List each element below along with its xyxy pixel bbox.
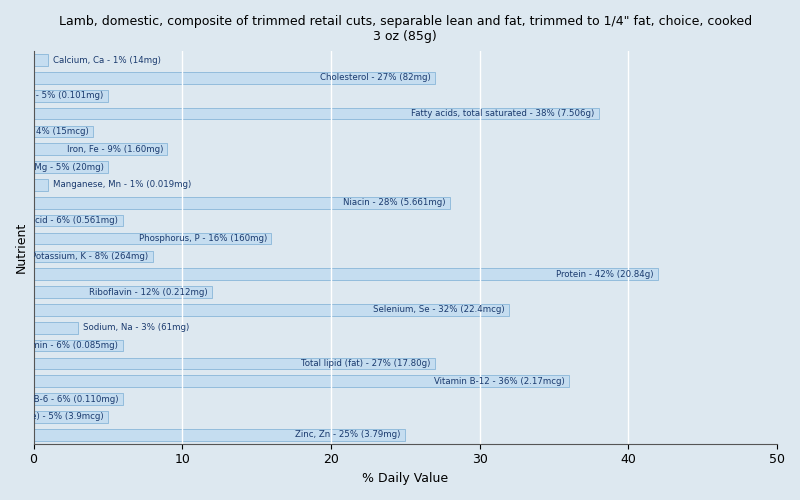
Text: Selenium, Se - 32% (22.4mcg): Selenium, Se - 32% (22.4mcg) <box>374 306 505 314</box>
Bar <box>34 54 49 66</box>
Bar <box>34 197 450 208</box>
Text: Vitamin K (phylloquinone) - 5% (3.9mcg): Vitamin K (phylloquinone) - 5% (3.9mcg) <box>0 412 103 422</box>
Bar <box>34 250 153 262</box>
Text: Calcium, Ca - 1% (14mg): Calcium, Ca - 1% (14mg) <box>53 56 161 64</box>
Text: Total lipid (fat) - 27% (17.80g): Total lipid (fat) - 27% (17.80g) <box>301 359 430 368</box>
Bar <box>34 144 167 155</box>
Text: Magnesium, Mg - 5% (20mg): Magnesium, Mg - 5% (20mg) <box>0 162 103 172</box>
Bar <box>34 90 108 102</box>
Text: Niacin - 28% (5.661mg): Niacin - 28% (5.661mg) <box>343 198 446 207</box>
Text: Riboflavin - 12% (0.212mg): Riboflavin - 12% (0.212mg) <box>89 288 207 296</box>
Text: Vitamin B-6 - 6% (0.110mg): Vitamin B-6 - 6% (0.110mg) <box>0 394 118 404</box>
Text: Thiamin - 6% (0.085mg): Thiamin - 6% (0.085mg) <box>14 341 118 350</box>
Bar <box>34 232 271 244</box>
Y-axis label: Nutrient: Nutrient <box>15 222 28 273</box>
Bar <box>34 286 212 298</box>
Text: Vitamin B-12 - 36% (2.17mcg): Vitamin B-12 - 36% (2.17mcg) <box>434 377 564 386</box>
Bar <box>34 72 435 84</box>
Bar <box>34 322 78 334</box>
Bar <box>34 376 569 387</box>
Bar <box>34 108 598 120</box>
Text: Cholesterol - 27% (82mg): Cholesterol - 27% (82mg) <box>320 74 430 82</box>
Text: Pantothenic acid - 6% (0.561mg): Pantothenic acid - 6% (0.561mg) <box>0 216 118 225</box>
Bar <box>34 394 122 405</box>
X-axis label: % Daily Value: % Daily Value <box>362 472 448 485</box>
Bar <box>34 179 49 191</box>
Title: Lamb, domestic, composite of trimmed retail cuts, separable lean and fat, trimme: Lamb, domestic, composite of trimmed ret… <box>58 15 752 43</box>
Bar <box>34 429 406 440</box>
Bar <box>34 268 658 280</box>
Text: Zinc, Zn - 25% (3.79mg): Zinc, Zn - 25% (3.79mg) <box>295 430 401 440</box>
Text: Protein - 42% (20.84g): Protein - 42% (20.84g) <box>556 270 654 278</box>
Text: Phosphorus, P - 16% (160mg): Phosphorus, P - 16% (160mg) <box>138 234 267 243</box>
Bar <box>34 304 510 316</box>
Bar <box>34 215 122 226</box>
Bar <box>34 340 122 351</box>
Text: Fatty acids, total saturated - 38% (7.506g): Fatty acids, total saturated - 38% (7.50… <box>411 109 594 118</box>
Text: Potassium, K - 8% (264mg): Potassium, K - 8% (264mg) <box>31 252 148 261</box>
Bar <box>34 411 108 423</box>
Text: Sodium, Na - 3% (61mg): Sodium, Na - 3% (61mg) <box>82 323 189 332</box>
Bar <box>34 126 93 137</box>
Text: Manganese, Mn - 1% (0.019mg): Manganese, Mn - 1% (0.019mg) <box>53 180 191 190</box>
Text: Folate, total - 4% (15mcg): Folate, total - 4% (15mcg) <box>0 127 89 136</box>
Bar <box>34 358 435 369</box>
Text: Copper, Cu - 5% (0.101mg): Copper, Cu - 5% (0.101mg) <box>0 91 103 100</box>
Text: Iron, Fe - 9% (1.60mg): Iron, Fe - 9% (1.60mg) <box>66 145 163 154</box>
Bar <box>34 162 108 173</box>
